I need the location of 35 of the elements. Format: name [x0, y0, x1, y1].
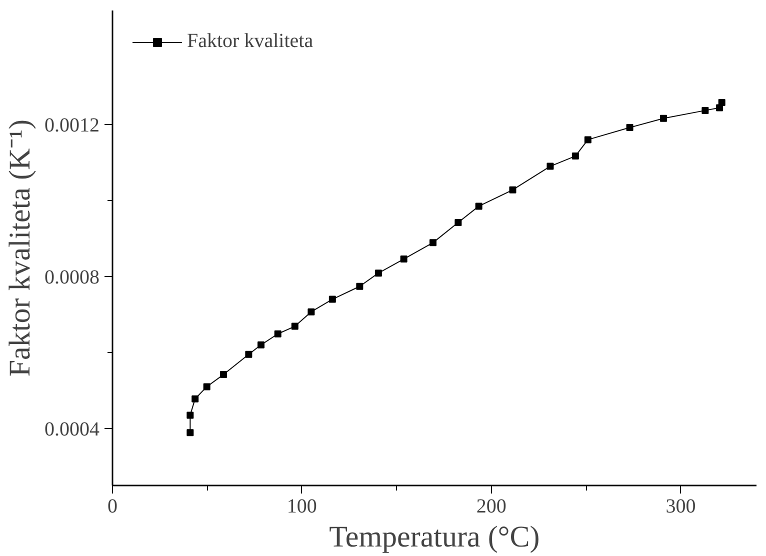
point — [291, 322, 298, 330]
point — [702, 106, 709, 114]
point — [308, 308, 315, 316]
point — [258, 341, 264, 348]
x-tick-label: 100 — [286, 496, 317, 518]
point — [509, 186, 516, 194]
point — [584, 136, 592, 144]
point — [429, 239, 436, 246]
point — [400, 256, 408, 263]
y-tick-label: 0.0008 — [44, 266, 100, 288]
y-axis-title: Faktor kvaliteta (K⁻¹) — [4, 119, 36, 377]
y-tick-label: 0.0004 — [44, 418, 100, 440]
point — [546, 162, 554, 170]
point — [186, 412, 194, 419]
point — [626, 124, 634, 132]
point — [203, 383, 210, 390]
point — [328, 296, 336, 303]
point — [356, 282, 364, 290]
point — [718, 98, 726, 106]
y-tick-label: 0.0012 — [44, 114, 100, 136]
legend-label: Faktor kvaliteta — [187, 30, 314, 53]
point — [192, 395, 199, 402]
point — [220, 371, 227, 378]
point — [660, 114, 667, 122]
x-axis-title: Temperatura (°C) — [329, 520, 540, 554]
point — [572, 152, 579, 160]
point — [245, 350, 252, 358]
point — [374, 270, 382, 277]
x-tick-label: 200 — [476, 496, 506, 518]
point — [274, 330, 282, 338]
x-tick-label: 300 — [666, 496, 696, 518]
x-tick-label: 0 — [108, 496, 118, 518]
point — [475, 202, 482, 210]
point — [454, 219, 462, 226]
point — [186, 429, 194, 436]
